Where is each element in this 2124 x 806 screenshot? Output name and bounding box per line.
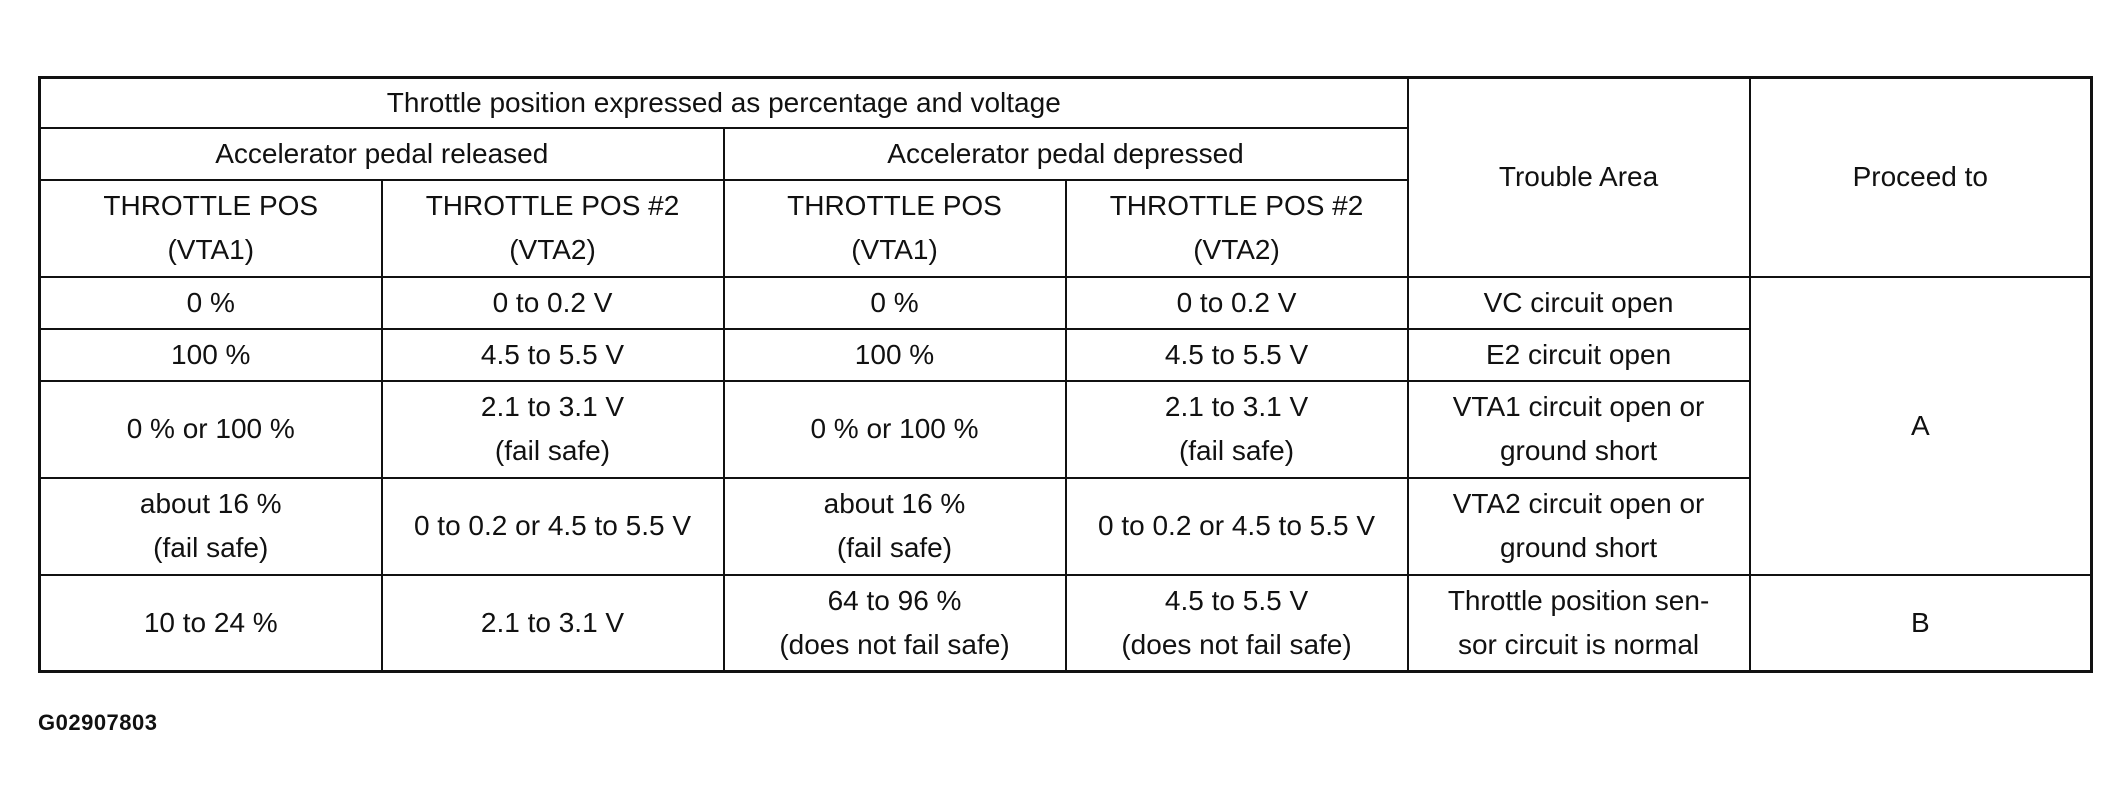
table-row: 100 % 4.5 to 5.5 V 100 % 4.5 to 5.5 V E2… bbox=[38, 327, 2092, 382]
released-vta1-cell: 100 % bbox=[38, 327, 383, 382]
depressed-vta1-cell: 100 % bbox=[722, 327, 1067, 382]
released-vta2-cell: 4.5 to 5.5 V bbox=[380, 327, 725, 382]
cell-line: 4.5 to 5.5 V bbox=[480, 338, 625, 370]
header-line: (VTA2) bbox=[509, 234, 596, 265]
depressed-vta2-cell: 0 to 0.2 or 4.5 to 5.5 V bbox=[1064, 476, 1409, 576]
released-vta2-header: THROTTLE POS #2 (VTA2) bbox=[380, 178, 725, 278]
cell-line: (does not fail safe) bbox=[779, 628, 1010, 660]
proceed-to-cell: B bbox=[1748, 573, 2093, 673]
cell-line: about 16 % bbox=[139, 488, 282, 519]
cell-line: (fail safe) bbox=[494, 435, 611, 466]
header-line: THROTTLE POS bbox=[787, 190, 1002, 221]
header-line: (VTA2) bbox=[1193, 234, 1280, 265]
released-vta2-cell: 0 to 0.2 V bbox=[380, 275, 725, 330]
cell-line: (does not fail safe) bbox=[1121, 628, 1352, 660]
cell-line: Throttle position sen- bbox=[1447, 584, 1710, 616]
trouble-area-header: Trouble Area bbox=[1406, 76, 1751, 278]
cell-line: 2.1 to 3.1 V bbox=[1164, 391, 1309, 422]
table-row: 10 to 24 % 2.1 to 3.1 V 64 to 96 % (does… bbox=[38, 573, 2093, 673]
pedal-released-header: Accelerator pedal released bbox=[38, 126, 725, 181]
trouble-area-cell: VTA2 circuit open or ground short bbox=[1406, 476, 1751, 576]
cell-line: sor circuit is normal bbox=[1457, 628, 1700, 660]
cell-line: VC circuit open bbox=[1483, 286, 1674, 318]
figure-id: G02907803 bbox=[38, 710, 158, 735]
group-header: Throttle position expressed as percentag… bbox=[38, 76, 1409, 129]
released-vta2-cell: 0 to 0.2 or 4.5 to 5.5 V bbox=[380, 476, 725, 576]
cell-line: 0 to 0.2 V bbox=[1176, 286, 1297, 318]
cell-line: E2 circuit open bbox=[1485, 338, 1672, 370]
header-line: THROTTLE POS bbox=[103, 190, 319, 221]
proceed-to-cell: A bbox=[1748, 275, 2093, 576]
cell-line: 4.5 to 5.5 V bbox=[1164, 584, 1309, 616]
cell-line: 0 to 0.2 or 4.5 to 5.5 V bbox=[413, 510, 692, 541]
cell-line: 2.1 to 3.1 V bbox=[480, 606, 625, 638]
cell-line: 100 % bbox=[171, 338, 251, 370]
cell-line: 100 % bbox=[854, 338, 935, 370]
cell-line: (fail safe) bbox=[836, 532, 953, 563]
cell-line: about 16 % bbox=[823, 488, 966, 519]
depressed-vta1-cell: about 16 % (fail safe) bbox=[722, 476, 1067, 576]
depressed-vta1-cell: 0 % or 100 % bbox=[722, 379, 1067, 479]
depressed-vta2-cell: 2.1 to 3.1 V (fail safe) bbox=[1064, 379, 1409, 479]
pedal-depressed-header: Accelerator pedal depressed bbox=[722, 126, 1409, 181]
trouble-area-cell: E2 circuit open bbox=[1406, 327, 1751, 382]
released-vta1-cell: 0 % or 100 % bbox=[38, 379, 383, 479]
table-row: 0 % 0 to 0.2 V 0 % 0 to 0.2 V VC circuit… bbox=[38, 275, 2093, 576]
released-vta1-cell: 10 to 24 % bbox=[38, 573, 383, 673]
depressed-vta2-cell: 0 to 0.2 V bbox=[1064, 275, 1409, 330]
proceed-to-header: Proceed to bbox=[1748, 76, 2093, 278]
depressed-vta2-cell: 4.5 to 5.5 V (does not fail safe) bbox=[1064, 573, 1409, 673]
header-line: THROTTLE POS #2 bbox=[1109, 190, 1364, 221]
cell-line: 4.5 to 5.5 V bbox=[1164, 338, 1309, 370]
cell-line: (fail safe) bbox=[1178, 435, 1295, 466]
throttle-position-table: Throttle position expressed as percentag… bbox=[38, 76, 2094, 673]
trouble-area-cell: VC circuit open bbox=[1406, 275, 1751, 330]
depressed-vta2-cell: 4.5 to 5.5 V bbox=[1064, 327, 1409, 382]
depressed-vta2-header: THROTTLE POS #2 (VTA2) bbox=[1064, 178, 1409, 278]
cell-line: VTA1 circuit open or bbox=[1452, 391, 1705, 422]
released-vta1-cell: about 16 % (fail safe) bbox=[38, 476, 383, 576]
cell-line: ground short bbox=[1499, 435, 1658, 466]
depressed-vta1-cell: 64 to 96 % (does not fail safe) bbox=[722, 573, 1067, 673]
cell-line: 0 % bbox=[186, 286, 235, 318]
table-row: about 16 % (fail safe) 0 to 0.2 or 4.5 t… bbox=[38, 476, 2092, 576]
depressed-vta1-cell: 0 % bbox=[722, 275, 1067, 330]
table-row: 0 % or 100 % 2.1 to 3.1 V (fail safe) 0 … bbox=[38, 379, 2092, 479]
trouble-area-cell: Throttle position sen- sor circuit is no… bbox=[1406, 573, 1751, 673]
depressed-vta1-header: THROTTLE POS (VTA1) bbox=[722, 178, 1067, 278]
cell-line: 0 % bbox=[870, 286, 919, 318]
cell-line: 0 % or 100 % bbox=[126, 413, 295, 444]
cell-line: 0 % or 100 % bbox=[810, 413, 979, 444]
released-vta2-cell: 2.1 to 3.1 V bbox=[380, 573, 725, 673]
cell-line: VTA2 circuit open or bbox=[1452, 488, 1705, 519]
released-vta2-cell: 2.1 to 3.1 V (fail safe) bbox=[380, 379, 725, 479]
cell-line: 0 to 0.2 V bbox=[492, 286, 613, 318]
cell-line: ground short bbox=[1499, 532, 1658, 563]
cell-line: 64 to 96 % bbox=[827, 584, 962, 616]
cell-line: 0 to 0.2 or 4.5 to 5.5 V bbox=[1097, 510, 1376, 541]
header-line: (VTA1) bbox=[851, 234, 938, 265]
released-vta1-cell: 0 % bbox=[38, 275, 383, 330]
header-line: (VTA1) bbox=[167, 234, 255, 265]
cell-line: 2.1 to 3.1 V bbox=[480, 391, 625, 422]
released-vta1-header: THROTTLE POS (VTA1) bbox=[38, 178, 383, 278]
cell-line: (fail safe) bbox=[153, 532, 269, 563]
header-line: THROTTLE POS #2 bbox=[425, 190, 680, 221]
trouble-area-cell: VTA1 circuit open or ground short bbox=[1406, 379, 1751, 479]
cell-line: 10 to 24 % bbox=[143, 606, 278, 638]
